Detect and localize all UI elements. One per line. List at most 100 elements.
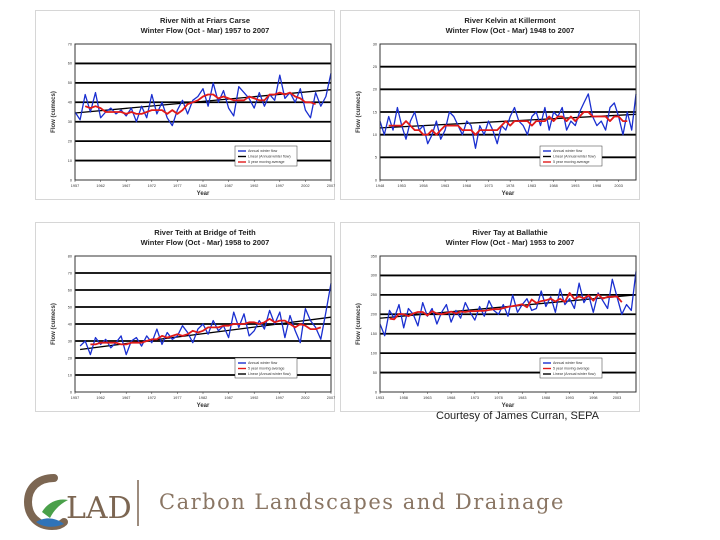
- y-tick-label: 60: [68, 288, 72, 292]
- chart-title: River Nith at Friars Carse: [159, 16, 251, 25]
- x-tick-label: 1963: [441, 184, 449, 188]
- x-tick-label: 1988: [542, 396, 550, 400]
- legend-label: Annual winter flow: [248, 149, 278, 153]
- y-tick-label: 300: [371, 274, 377, 278]
- logo-name: Carbon Landscapes and Drainage: [159, 490, 565, 514]
- chart-river-tay: 0 50 100 150 200 250 300 350 1953 1958 1963 1968 197…: [340, 222, 640, 412]
- chart-title: River Kelvin at Killermont: [464, 16, 556, 25]
- series-line-annual-flow: [379, 271, 637, 337]
- clad-logo-mark: LAD: [24, 474, 139, 531]
- x-tick-label: 1982: [199, 396, 207, 400]
- y-tick-label: 10: [68, 159, 72, 163]
- y-tick-label: 5: [375, 156, 377, 160]
- series-line-moving-average: [84, 91, 316, 115]
- x-tick-label: 1978: [494, 396, 502, 400]
- x-tick-label: 1968: [463, 184, 471, 188]
- x-tick-label: 1998: [589, 396, 597, 400]
- x-tick-label: 1957: [71, 396, 79, 400]
- x-tick-label: 1968: [447, 396, 455, 400]
- y-tick-label: 10: [373, 133, 377, 137]
- legend-label: Linear (Annual winter flow): [553, 372, 596, 376]
- chart-subtitle: Winter Flow (Oct - Mar) 1953 to 2007: [445, 238, 575, 247]
- series-line-moving-average: [388, 111, 628, 136]
- y-tick-label: 25: [373, 65, 377, 69]
- y-tick-label: 150: [371, 332, 377, 336]
- x-tick-label: 1962: [96, 396, 104, 400]
- x-tick-label: 1963: [423, 396, 431, 400]
- y-axis-label: Flow (cumecs): [356, 91, 362, 133]
- x-tick-label: 1997: [276, 396, 284, 400]
- x-tick-label: 1967: [122, 184, 130, 188]
- y-tick-label: 0: [70, 390, 72, 394]
- plot-frame: [379, 255, 637, 393]
- y-axis-label: Flow (cumecs): [51, 91, 57, 133]
- x-tick-label: 1977: [173, 184, 181, 188]
- chart-river-kelvin: 0 5 10 15 20 25 30 1948 1953 1958 1963 1968 1973 1978…: [340, 10, 640, 200]
- x-tick-label: 2007: [327, 396, 335, 400]
- x-tick-label: 1958: [399, 396, 407, 400]
- legend-label: Annual winter flow: [553, 149, 583, 153]
- x-tick-label: 1957: [71, 184, 79, 188]
- logo-mark-text: LAD: [66, 491, 132, 526]
- x-tick-label: 1973: [484, 184, 492, 188]
- y-axis-label: Flow (cumecs): [51, 303, 57, 345]
- x-tick-label: 2003: [613, 396, 621, 400]
- legend-box: [234, 145, 298, 167]
- legend-box: [539, 357, 603, 379]
- y-tick-label: 20: [68, 356, 72, 360]
- x-tick-label: 1982: [199, 184, 207, 188]
- y-tick-label: 60: [68, 62, 72, 66]
- series-line-moving-average: [90, 318, 322, 346]
- legend-label: 5 year moving average: [553, 160, 590, 164]
- legend: Annual winter flow Linear (Annual winter …: [539, 145, 603, 167]
- legend: Annual winter flow 5 year moving averageL…: [234, 357, 298, 379]
- x-tick-label: 1953: [397, 184, 405, 188]
- x-tick-label: 1992: [250, 184, 258, 188]
- x-tick-label: 1953: [376, 396, 384, 400]
- x-tick-label: 1958: [419, 184, 427, 188]
- chart-river-teith: 0 10 20 30 40 50 60 70 80 1957 1962 1967 1972 1977 198…: [35, 222, 335, 412]
- legend: Annual winter flow Linear (Annual winter …: [234, 145, 298, 167]
- x-tick-label: 2007: [327, 184, 335, 188]
- legend-label: Annual winter flow: [553, 361, 583, 365]
- x-tick-label: 1983: [528, 184, 536, 188]
- legend-label: 5 year moving average: [248, 160, 285, 164]
- chart-title: River Tay at Ballathie: [472, 228, 548, 237]
- plot-frame: [379, 43, 637, 181]
- chart-canvas: 0 10 20 30 40 50 60 70 1957 1962 1967 1972 1977 1982 1…: [35, 10, 335, 200]
- y-tick-label: 50: [68, 305, 72, 309]
- x-axis-label: Year: [502, 191, 515, 197]
- legend-label: Linear (Annual winter flow): [248, 372, 291, 376]
- x-axis-label: Year: [197, 403, 210, 409]
- legend-box: [539, 145, 603, 167]
- y-tick-label: 350: [371, 254, 377, 258]
- y-tick-label: 50: [68, 81, 72, 85]
- legend-label: Linear (Annual winter flow): [553, 155, 596, 159]
- y-tick-label: 30: [68, 339, 72, 343]
- legend-label: Linear (Annual winter flow): [248, 155, 291, 159]
- x-tick-label: 1962: [96, 184, 104, 188]
- x-tick-label: 1967: [122, 396, 130, 400]
- x-tick-label: 1948: [376, 184, 384, 188]
- plot-frame: [74, 255, 332, 393]
- chart-title: River Teith at Bridge of Teith: [154, 228, 256, 237]
- x-tick-label: 1993: [571, 184, 579, 188]
- x-tick-label: 1973: [471, 396, 479, 400]
- y-tick-label: 200: [371, 313, 377, 317]
- x-tick-label: 1992: [250, 396, 258, 400]
- x-tick-label: 2003: [614, 184, 622, 188]
- x-tick-label: 1983: [518, 396, 526, 400]
- legend: Annual winter flow 5 year moving averageL…: [539, 357, 603, 379]
- y-tick-label: 0: [70, 178, 72, 182]
- chart-canvas: 0 50 100 150 200 250 300 350 1953 1958 1963 1968 197…: [340, 222, 640, 412]
- chart-subtitle: Winter Flow (Oct - Mar) 1948 to 2007: [445, 26, 575, 35]
- legend-box: [234, 357, 298, 379]
- y-tick-label: 0: [375, 390, 377, 394]
- plot-frame: [74, 43, 332, 181]
- chart-canvas: 0 5 10 15 20 25 30 1948 1953 1958 1963 1968 1973 1978…: [340, 10, 640, 200]
- x-tick-label: 1972: [148, 396, 156, 400]
- x-tick-label: 1987: [224, 184, 232, 188]
- clad-logo: LAD Carbon Landscapes and Drainage: [24, 472, 684, 532]
- chart-subtitle: Winter Flow (Oct - Mar) 1958 to 2007: [140, 238, 270, 247]
- chart-subtitle: Winter Flow (Oct - Mar) 1957 to 2007: [140, 26, 270, 35]
